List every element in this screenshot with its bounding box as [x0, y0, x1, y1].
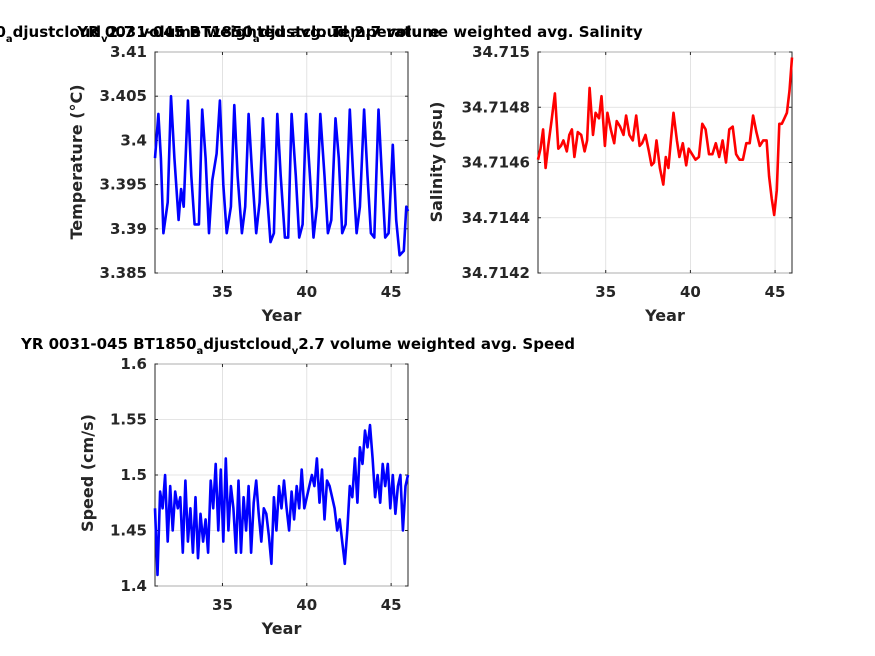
- title-subscript: a: [253, 34, 260, 45]
- chart-panel-1: 35 40 45 3.385 3.39 3.395 3.4 3.405 3.41 Year Temp…: [0, 23, 440, 325]
- x-axis-label: Year: [261, 619, 302, 638]
- title-segment: 2.7 volume weighted avg. Speed: [298, 335, 575, 353]
- y-tick-label: 34.7142: [462, 264, 530, 282]
- chart-panel-3: 35 40 45 1.4 1.45 1.5 1.55 1.6 Year Speed (cm/s) Y…: [20, 335, 575, 638]
- y-axis-label: Temperature (°C): [67, 84, 86, 239]
- x-axis-label: Year: [261, 306, 302, 325]
- y-tick-label: 1.5: [120, 466, 147, 484]
- y-axis-label: Salinity (psu): [427, 102, 446, 223]
- chart-title: YR 0031-045 BT1850adjustcloudv2.7 volume…: [0, 23, 440, 45]
- title-segment: 2.7 volume weighted avg. Temperature: [108, 23, 440, 41]
- y-tick-label: 34.715: [472, 43, 530, 61]
- x-tick-label: 40: [680, 283, 701, 301]
- title-segment: YR 0031-045 BT1850: [76, 23, 253, 41]
- title-subscript: v: [348, 34, 355, 45]
- x-tick-label: 45: [381, 283, 402, 301]
- title-segment: djustcloud: [13, 23, 101, 41]
- x-tick-label: 35: [212, 596, 233, 614]
- title-subscript: a: [6, 34, 13, 45]
- x-tick-label: 35: [212, 283, 233, 301]
- y-tick-label: 3.4: [120, 131, 147, 149]
- title-segment: YR 0031-045 BT1850: [20, 335, 197, 353]
- chart-panel-2: 35 40 45 34.7142 34.7144 34.7146 34.7148 34.715…: [76, 23, 794, 325]
- series-line-1: [153, 94, 410, 257]
- y-tick-label: 3.39: [110, 220, 147, 238]
- plot-area: [154, 51, 409, 274]
- y-tick-label: 34.7144: [462, 209, 530, 227]
- x-tick-label: 40: [296, 596, 317, 614]
- x-tick-label: 40: [296, 283, 317, 301]
- x-axis-label: Year: [644, 306, 685, 325]
- y-tick-label: 34.7146: [462, 154, 530, 172]
- y-tick-label: 3.395: [100, 176, 147, 194]
- x-tick-label: 35: [595, 283, 616, 301]
- y-tick-label: 1.6: [120, 355, 147, 373]
- chart-title: YR 0031-045 BT1850adjustcloudv2.7 volume…: [20, 335, 575, 357]
- title-subscript: v: [101, 34, 108, 45]
- title-subscript: v: [292, 346, 299, 357]
- y-tick-label: 1.45: [110, 522, 147, 540]
- title-segment: YR 0031-045 BT1850: [0, 23, 6, 41]
- series-line-1: [153, 423, 410, 577]
- y-tick-label: 3.405: [100, 87, 147, 105]
- series-line-1: [536, 57, 794, 217]
- chart-title: YR 0031-045 BT1850adjustcloudv2.7 volume…: [76, 23, 643, 45]
- title-subscript: a: [197, 346, 204, 357]
- x-tick-label: 45: [381, 596, 402, 614]
- title-segment: djustcloud: [260, 23, 348, 41]
- y-tick-label: 3.385: [100, 264, 147, 282]
- title-segment: 2.7 volume weighted avg. Salinity: [355, 23, 643, 41]
- y-tick-label: 3.41: [110, 43, 147, 61]
- x-tick-label: 45: [765, 283, 786, 301]
- y-axis-label: Speed (cm/s): [78, 414, 97, 532]
- title-segment: djustcloud: [203, 335, 291, 353]
- y-tick-label: 1.4: [120, 577, 147, 595]
- y-tick-label: 1.55: [110, 411, 147, 429]
- y-tick-label: 34.7148: [462, 98, 530, 116]
